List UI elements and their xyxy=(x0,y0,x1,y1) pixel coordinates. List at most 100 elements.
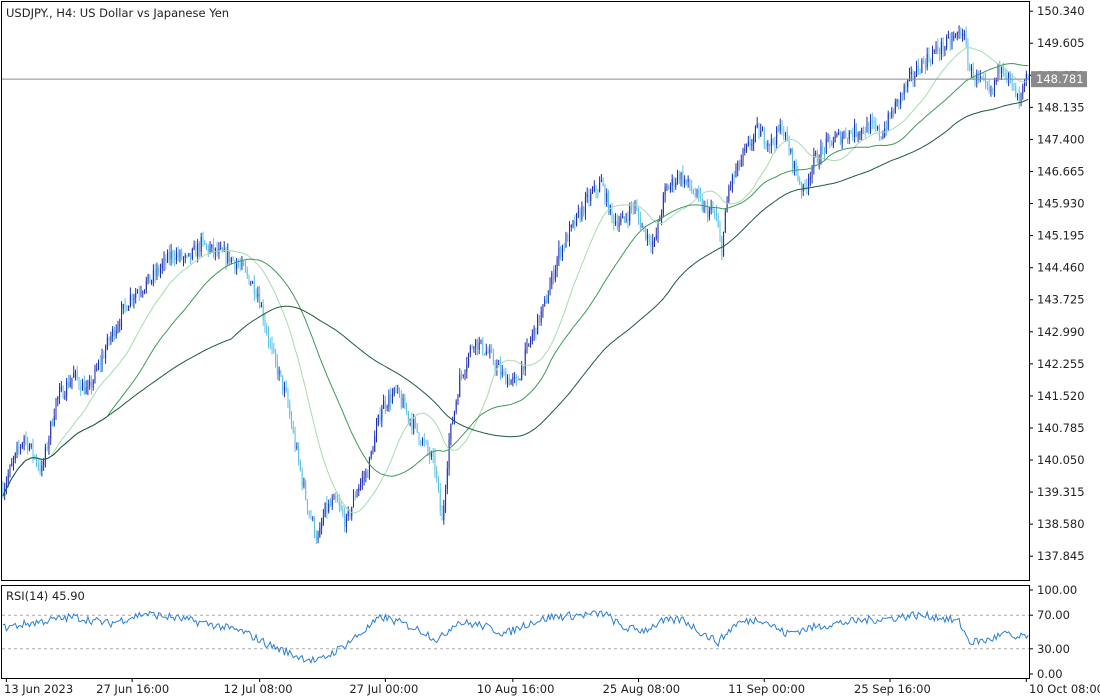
candle-body xyxy=(5,482,7,489)
candle-body xyxy=(795,161,797,173)
candle-body xyxy=(487,351,489,353)
candle-body xyxy=(758,123,760,137)
candle-body xyxy=(692,190,694,194)
candle-body xyxy=(682,172,684,185)
candle-body xyxy=(661,213,663,220)
candle-body xyxy=(620,218,622,223)
candle-body xyxy=(845,132,847,138)
candle-body xyxy=(746,144,748,150)
candle-body xyxy=(381,408,383,421)
candle-body xyxy=(374,436,376,452)
candle-body xyxy=(875,124,877,129)
candle-body xyxy=(439,488,441,511)
candle-body xyxy=(696,190,698,196)
candle-body xyxy=(445,488,447,506)
candle-body xyxy=(324,502,326,517)
candle-body xyxy=(609,205,611,214)
candle-body xyxy=(67,381,69,387)
candle-body xyxy=(542,304,544,312)
candle-body xyxy=(152,270,154,281)
candle-body xyxy=(618,222,620,228)
candle-body xyxy=(368,457,370,478)
candle-body xyxy=(255,294,257,297)
candle-body xyxy=(648,234,650,243)
candle-body xyxy=(352,495,354,507)
candle-body xyxy=(391,393,393,403)
candle-body xyxy=(246,269,248,276)
candle-body xyxy=(914,76,916,80)
candle-body xyxy=(873,122,875,125)
candle-body xyxy=(376,425,378,437)
candle-body xyxy=(498,364,500,366)
candle-body xyxy=(252,281,254,284)
candle-body xyxy=(503,371,505,373)
candle-body xyxy=(561,245,563,257)
candle-body xyxy=(138,292,140,294)
candle-body xyxy=(887,113,889,130)
candle-body xyxy=(87,386,89,388)
candle-body xyxy=(854,124,856,138)
candle-body xyxy=(1004,72,1006,76)
candle-body xyxy=(675,182,677,187)
candle-body xyxy=(25,437,27,439)
candle-body xyxy=(462,375,464,377)
candle-body xyxy=(326,502,328,512)
candle-body xyxy=(370,452,372,458)
candle-body xyxy=(170,251,172,260)
rsi-chart-frame[interactable] xyxy=(1,585,1030,679)
candle-body xyxy=(197,243,199,257)
candle-body xyxy=(891,110,893,118)
candle-body xyxy=(85,387,87,395)
time-axis[interactable]: 13 Jun 2023 27 Jun 16:00 12 Jul 08:00 27 Ju… xyxy=(4,678,1100,696)
candle-body xyxy=(515,377,517,379)
candle-body xyxy=(83,382,85,395)
candle-body xyxy=(448,439,450,469)
candle-body xyxy=(586,194,588,198)
price-axis[interactable]: 150.340149.605148.870148.135147.400146.6… xyxy=(1029,4,1085,563)
price-tick-label: 142.255 xyxy=(1037,357,1085,371)
candle-body xyxy=(460,374,462,376)
candle-body xyxy=(662,194,664,214)
candle-body xyxy=(694,193,696,196)
candle-body xyxy=(46,446,48,449)
candle-body xyxy=(600,180,602,183)
candle-body xyxy=(799,179,801,184)
candle-body xyxy=(923,60,925,62)
candle-body xyxy=(731,174,733,186)
candle-body xyxy=(379,414,381,421)
candle-body xyxy=(492,351,494,364)
candle-body xyxy=(588,194,590,201)
candle-body xyxy=(730,185,732,187)
candle-body xyxy=(365,471,367,478)
candle-body xyxy=(878,126,880,137)
candle-body xyxy=(638,210,640,218)
candle-body xyxy=(947,36,949,38)
candle-body xyxy=(898,99,900,104)
candle-body xyxy=(583,206,585,214)
candle-body xyxy=(645,228,647,240)
rsi-axis[interactable]: 100.00 70.00 30.00 0.00 xyxy=(1029,583,1077,681)
candle-body xyxy=(815,153,817,155)
candle-body xyxy=(283,386,285,391)
candle-body xyxy=(960,31,962,37)
candle-body xyxy=(762,130,764,132)
candle-body xyxy=(59,390,61,398)
candle-body xyxy=(407,411,409,420)
candle-body xyxy=(397,388,399,390)
candle-body xyxy=(664,187,666,195)
candle-body xyxy=(386,406,388,409)
candle-body xyxy=(747,141,749,145)
candle-body xyxy=(744,149,746,151)
candle-body xyxy=(264,319,266,327)
candle-body xyxy=(289,405,291,416)
candle-body xyxy=(843,132,845,137)
candle-body xyxy=(27,438,29,450)
candle-body xyxy=(446,468,448,489)
candle-body xyxy=(919,72,921,74)
candle-body xyxy=(305,482,307,500)
candle-body xyxy=(894,101,896,114)
price-chart-frame[interactable] xyxy=(1,1,1030,581)
candle-body xyxy=(576,213,578,226)
candle-body xyxy=(953,36,955,39)
